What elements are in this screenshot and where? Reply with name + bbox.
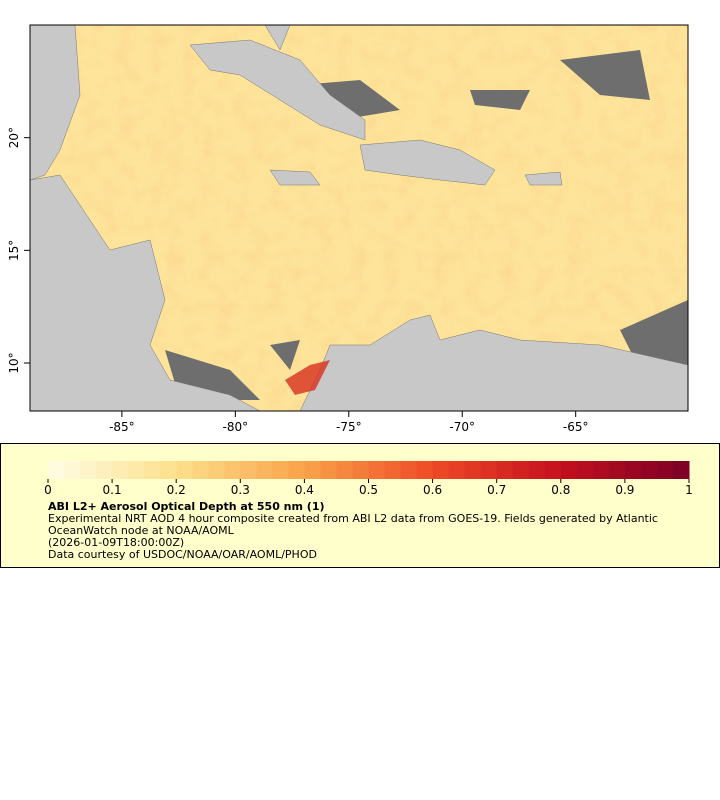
colorbar-tick-label: 1 [685, 483, 693, 497]
colorbar-step [320, 461, 337, 479]
colorbar-step [480, 461, 498, 479]
legend-box: 0 0.1 0.2 0.3 0.4 0.5 0.6 0.7 0.8 0.9 1 ABI L2+ Ae… [0, 443, 720, 568]
colorbar-step [272, 461, 289, 479]
y-tick-label: 20° [7, 127, 21, 148]
colorbar-step [128, 461, 145, 479]
colorbar-step [256, 461, 273, 479]
colorbar-step [608, 461, 626, 479]
colorbar-step [80, 461, 97, 479]
colorbar-tick-label: 0.8 [551, 483, 570, 497]
colorbar-tick-label: 0.9 [615, 483, 634, 497]
colorbar-step [464, 461, 482, 479]
colorbar-tick-label: 0.5 [359, 483, 378, 497]
high-aod [285, 360, 330, 395]
colorbar-step [592, 461, 610, 479]
legend-title: ABI L2+ Aerosol Optical Depth at 550 nm … [48, 500, 325, 513]
colorbar-step [240, 461, 257, 479]
land [30, 25, 688, 411]
colorbar-step [416, 461, 434, 479]
colorbar-step [576, 461, 594, 479]
no-data [165, 50, 688, 400]
map-frame [29, 24, 689, 412]
x-tick-label: -70° [449, 420, 475, 434]
colorbar-tick-label: 0.6 [423, 483, 442, 497]
colorbar-step [160, 461, 177, 479]
colorbar-step [400, 461, 418, 479]
colorbar-step [192, 461, 209, 479]
x-tick-label: -65° [563, 420, 589, 434]
x-tick-label: -80° [223, 420, 249, 434]
y-tick-label: 10° [7, 352, 21, 373]
colorbar-step [176, 461, 193, 479]
colorbar-step [544, 461, 562, 479]
colorbar-tick-label: 0 [44, 483, 52, 497]
colorbar-step [144, 461, 161, 479]
colorbar-step [368, 461, 386, 479]
colorbar: 0 0.1 0.2 0.3 0.4 0.5 0.6 0.7 0.8 0.9 1 [44, 461, 693, 497]
colorbar-step [656, 461, 674, 479]
map-area [30, 25, 688, 411]
axes: -85° -80° -75° -70° -65° 10° 15° 20° [7, 127, 588, 434]
colorbar-tick-label: 0.3 [231, 483, 250, 497]
colorbar-step [48, 461, 65, 479]
colorbar-tick-label: 0.1 [103, 483, 122, 497]
colorbar-step [448, 461, 466, 479]
colorbar-step [96, 461, 113, 479]
colorbar-tick-label: 0.7 [487, 483, 506, 497]
colorbar-step [288, 461, 305, 479]
colorbar-tick-label: 0.2 [167, 483, 186, 497]
colorbar-step [496, 461, 514, 479]
colorbar-step [384, 461, 402, 479]
colorbar-step [224, 461, 241, 479]
colorbar-step [112, 461, 129, 479]
legend-line: OceanWatch node at NOAA/AOML [48, 524, 234, 537]
colorbar-step [336, 461, 353, 479]
colorbar-step [64, 461, 81, 479]
legend-line: (2026-01-09T18:00:00Z) [48, 536, 185, 549]
colorbar-step [304, 461, 321, 479]
legend-line: Data courtesy of USDOC/NOAA/OAR/AOML/PHO… [48, 548, 317, 561]
colorbar-step [432, 461, 450, 479]
colorbar-step [512, 461, 530, 479]
map-figure: -85° -80° -75° -70° -65° 10° 15° 20° [7, 24, 689, 434]
x-tick-label: -85° [109, 420, 135, 434]
colorbar-step [528, 461, 546, 479]
y-tick-label: 15° [7, 240, 21, 261]
colorbar-step [560, 461, 578, 479]
colorbar-step [640, 461, 658, 479]
colorbar-step [352, 461, 369, 479]
colorbar-step [624, 461, 642, 479]
x-tick-label: -75° [336, 420, 362, 434]
colorbar-step [672, 461, 690, 479]
colorbar-step [208, 461, 225, 479]
legend-line: Experimental NRT AOD 4 hour composite cr… [48, 512, 658, 525]
colorbar-tick-label: 0.4 [295, 483, 314, 497]
